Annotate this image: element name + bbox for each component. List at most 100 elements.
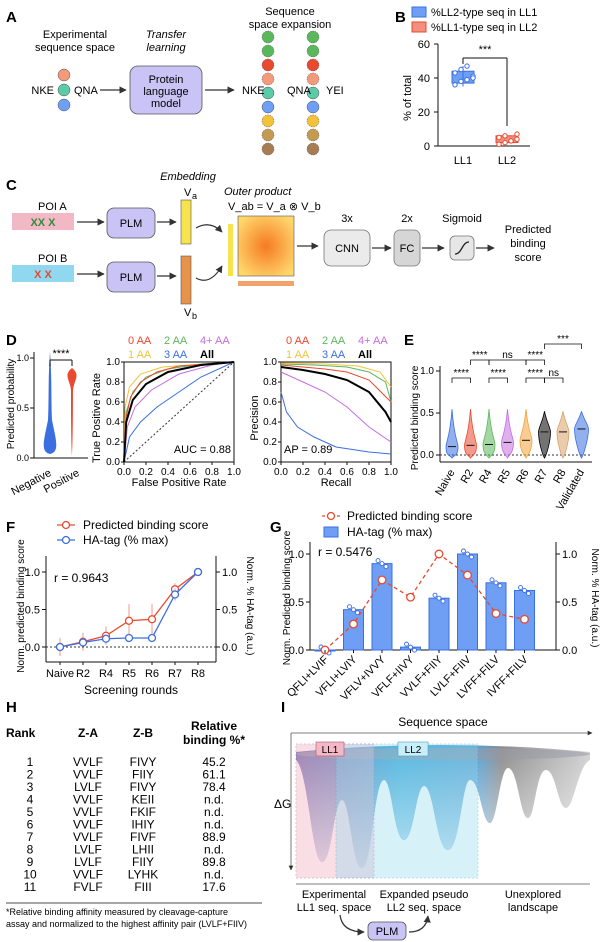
ll1-tag-text: LL1 xyxy=(322,745,339,756)
h-cell-za: LVLF xyxy=(74,780,102,794)
roc-ytick-label: 0.4 xyxy=(106,417,120,428)
pr-ytick-label: 0.2 xyxy=(263,437,277,448)
g-bar xyxy=(457,553,478,651)
roc-ytick-label: 1.0 xyxy=(106,357,120,368)
vb-vector xyxy=(180,255,192,305)
e-violin xyxy=(538,411,551,459)
g-ytick-left-label: 0.5 xyxy=(289,597,304,609)
e-violin xyxy=(519,409,533,459)
f-r: r = 0.9643 xyxy=(54,571,109,585)
ll2-tag xyxy=(397,741,429,757)
g-line-path xyxy=(324,553,525,651)
expansion-line2: space expansion xyxy=(249,19,332,31)
h-cell-za: VVLF xyxy=(73,805,103,819)
h-cell-binding: 89.8 xyxy=(202,855,226,869)
panel-b: B %LL2-type seq in LL1 %LL1-type seq in … xyxy=(395,6,537,167)
e-sig-label: **** xyxy=(472,350,488,361)
pr-xtick-label: 0.6 xyxy=(340,467,354,478)
seq-qna-left: QNA xyxy=(74,85,99,97)
pr-legend: 0 AA 2 AA 4+ AA 1 AA 3 AA All xyxy=(286,335,388,361)
expansion-node-lower xyxy=(261,100,275,114)
pr-curves xyxy=(280,362,392,455)
g-bar-point xyxy=(383,564,389,570)
g-ytick-right-label: 0.0 xyxy=(562,645,577,657)
cnn-mult: 3x xyxy=(341,213,353,225)
g-ytick-right-label: 0.5 xyxy=(562,597,577,609)
g-bar-point xyxy=(497,583,503,589)
outer-product-label: Outer product xyxy=(224,186,292,198)
outer-bottom-bar xyxy=(238,281,294,286)
seq-node-bottom xyxy=(57,98,71,112)
g-bar xyxy=(428,597,450,651)
h-header-zb: Z-B xyxy=(133,726,153,740)
h-cell-rank: 7 xyxy=(27,830,34,844)
roc-curve xyxy=(123,361,235,463)
h-cell-binding: n.d. xyxy=(204,868,224,882)
expansion-node-lower xyxy=(261,142,275,156)
plm-box-line2: language xyxy=(143,86,188,98)
g-bar-point xyxy=(375,558,381,564)
expansion-node-center xyxy=(261,86,275,100)
i-cap2-line2: LL2 seq. space xyxy=(387,902,462,914)
e-ytick-label: 0.5 xyxy=(420,408,434,419)
f-ylabel-left: Norm. predicted binding score xyxy=(16,539,27,673)
roc-legend: 0 AA 2 AA 4+ AA 1 AA 3 AA All xyxy=(128,335,230,361)
pr-legend-row1: 4+ AA xyxy=(358,335,388,347)
e-sig-label: **** xyxy=(527,350,543,361)
g-bar-point xyxy=(412,647,417,653)
panel-c: C POI A XX X POI B X X PLM PLM Embedding… xyxy=(6,171,551,321)
e-sig-label: ns xyxy=(502,350,513,361)
cnn-box xyxy=(323,229,371,267)
g-bar-point xyxy=(347,604,352,610)
g-bar-point xyxy=(465,551,470,557)
expansion-node-center xyxy=(306,86,320,100)
plm-box-line1: Protein xyxy=(149,74,184,86)
pr-curve xyxy=(280,362,392,388)
e-xcat: R2 xyxy=(459,468,476,486)
e-ticks: 0.0 0.5 1.0 xyxy=(420,366,440,461)
f-xcat: R7 xyxy=(168,668,182,680)
expansion-columns xyxy=(261,30,320,156)
h-header-rel: Relative xyxy=(191,719,237,733)
roc-legend-row2: 3 AA xyxy=(164,349,188,361)
h-cell-rank: 4 xyxy=(27,793,34,807)
f-point xyxy=(101,634,111,643)
violin-ticks: 0.0 0.5 1.0 xyxy=(16,353,34,463)
h-cell-zb: FKIF xyxy=(130,805,156,819)
h-cell-binding: 17.6 xyxy=(202,880,226,894)
g-ytick-left-label: 0.0 xyxy=(289,645,304,657)
poi-a-marks: XX X xyxy=(30,217,56,229)
roc-xtick-label: 0.0 xyxy=(117,467,131,478)
roc-ytick-label: 0.2 xyxy=(106,437,120,448)
f-xcat: R6 xyxy=(145,668,159,680)
plm-c1-label: PLM xyxy=(120,218,143,230)
g-bar-point xyxy=(461,548,466,554)
e-sigs: ******** ns**** ********ns*** xyxy=(451,334,582,383)
panel-e-label: E xyxy=(404,332,414,349)
legend-b-red-swatch xyxy=(411,21,427,33)
roc-legend-row1: 0 AA xyxy=(128,335,152,347)
f-xcat: R8 xyxy=(191,668,205,680)
g-line xyxy=(320,549,529,655)
sigmoid-label: Sigmoid xyxy=(442,213,482,225)
legend-b-red: %LL1-type seq in LL2 xyxy=(431,22,537,34)
e-sig-bracket xyxy=(525,359,545,365)
i-cap2-line1: Expanded pseudo xyxy=(380,889,469,901)
fc-mult: 2x xyxy=(401,213,413,225)
i-plm-box xyxy=(367,921,407,941)
h-cell-za: VVLF xyxy=(73,830,103,844)
pr-curve xyxy=(280,363,392,403)
g-bar-point xyxy=(355,610,360,616)
g-ytick-left-label: 1.0 xyxy=(289,549,304,561)
pr-ylabel: Precision xyxy=(249,395,261,440)
violin-sig: **** xyxy=(52,348,70,360)
g-bar-point xyxy=(436,595,442,601)
panel-a-label: A xyxy=(6,9,17,26)
outer-product-matrix xyxy=(237,215,295,277)
i-title: Sequence space xyxy=(398,715,488,729)
e-sig-bracket xyxy=(544,343,582,349)
e-violin xyxy=(482,409,496,459)
e-violin xyxy=(445,409,459,459)
g-line-point xyxy=(491,609,501,618)
